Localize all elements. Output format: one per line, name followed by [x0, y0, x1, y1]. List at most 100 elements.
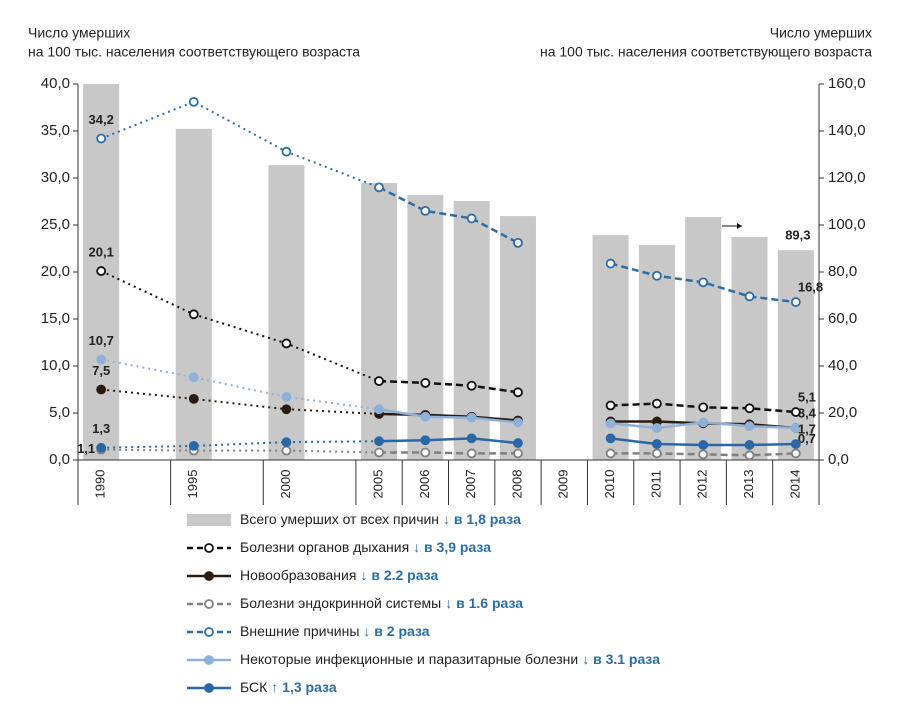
x-tick-label: 2012 — [695, 470, 710, 499]
y-axis-label: Число умерших — [28, 25, 130, 41]
marker — [698, 449, 709, 460]
y2-tick-label: 60,0 — [828, 310, 857, 327]
line — [101, 388, 380, 415]
marker — [466, 380, 477, 391]
marker — [744, 450, 755, 461]
marker — [374, 376, 384, 386]
legend-name: Внешние причины — [240, 623, 359, 639]
legend-label: БСК ↑ 1,3 раза — [240, 679, 337, 695]
marker — [513, 237, 523, 248]
marker — [188, 96, 199, 107]
y2-tick-label: 0,0 — [828, 451, 849, 468]
marker — [188, 440, 199, 451]
marker — [744, 403, 755, 414]
y2-tick-label: 80,0 — [828, 263, 857, 280]
data-label: 1,3 — [92, 421, 110, 436]
legend-change: ↓ в 1.6 раза — [445, 595, 523, 611]
y-tick-label: 15,0 — [41, 310, 70, 327]
data-label: 7,5 — [92, 363, 110, 378]
marker — [96, 354, 107, 365]
marker — [96, 266, 107, 276]
legend-item: Всего умерших от всех причин ↓ в 1,8 раза — [187, 511, 521, 527]
legend-marker — [204, 627, 214, 637]
marker — [96, 384, 107, 395]
x-tick-label: 2013 — [741, 470, 756, 499]
marker — [513, 448, 523, 459]
x-tick-label: 2014 — [787, 470, 802, 499]
line — [100, 358, 380, 411]
legend-name: Всего умерших от всех причин — [240, 511, 439, 527]
legend-name: Некоторые инфекционные и паразитарные бо… — [240, 651, 578, 667]
x-tick-label: 2009 — [556, 470, 571, 499]
bar — [268, 165, 305, 460]
legend-label: Некоторые инфекционные и паразитарные бо… — [240, 651, 660, 667]
marker — [652, 398, 662, 409]
legend-item: Болезни эндокринной системы ↓ в 1.6 раза — [187, 595, 523, 611]
y-tick-label: 35,0 — [41, 122, 70, 139]
x-tick-label: 2011 — [648, 470, 663, 498]
y2-tick-label: 140,0 — [828, 122, 866, 139]
line — [100, 100, 380, 189]
marker — [652, 448, 662, 459]
x-tick-label: 2000 — [278, 470, 293, 499]
legend-marker — [204, 683, 214, 693]
legend-label: Всего умерших от всех причин ↓ в 1,8 раза — [240, 511, 521, 527]
line — [378, 186, 519, 244]
marker — [188, 372, 199, 383]
data-label: 20,1 — [89, 244, 114, 259]
legend-marker — [204, 655, 214, 665]
marker — [420, 378, 431, 388]
marker — [374, 436, 384, 447]
y2-tick-label: 160,0 — [828, 75, 866, 92]
marker — [744, 421, 755, 432]
arrow-head — [737, 223, 742, 229]
y2-tick-label: 20,0 — [828, 404, 857, 421]
line — [101, 440, 380, 449]
marker — [790, 297, 801, 307]
marker — [698, 440, 709, 450]
marker — [605, 258, 616, 269]
marker — [744, 291, 755, 302]
data-label: 1,1 — [77, 441, 95, 456]
legend-name: БСК — [240, 679, 268, 695]
y-tick-label: 20,0 — [41, 263, 70, 280]
marker — [281, 445, 292, 456]
marker — [790, 448, 801, 459]
x-tick-label: 1995 — [185, 470, 200, 499]
legend-change: ↓ в 2.2 раза — [360, 567, 438, 583]
y2-tick-label: 100,0 — [828, 216, 866, 233]
x-tick-label: 2006 — [417, 470, 432, 499]
marker — [281, 146, 292, 157]
marker — [698, 417, 709, 428]
marker — [698, 402, 709, 413]
line — [378, 379, 519, 394]
data-label: 34,2 — [89, 112, 114, 127]
marker — [281, 437, 292, 448]
legend-item: Внешние причины ↓ в 2 раза — [187, 623, 430, 639]
legend-label: Болезни органов дыхания ↓ в 3,9 раза — [240, 539, 491, 555]
data-label: 10,7 — [89, 333, 114, 348]
y2-tick-label: 120,0 — [828, 169, 866, 186]
x-tick-label: 2007 — [463, 470, 478, 499]
marker — [605, 433, 616, 444]
legend-item: Новообразования ↓ в 2.2 раза — [187, 567, 438, 583]
marker — [790, 423, 801, 433]
legend-change: ↓ в 3,9 раза — [413, 539, 491, 555]
line — [379, 412, 519, 422]
legend-label: Новообразования ↓ в 2.2 раза — [240, 567, 438, 583]
data-label: 16,8 — [798, 280, 823, 295]
marker — [420, 435, 431, 446]
marker — [281, 404, 292, 415]
legend-marker — [204, 543, 214, 553]
y2-axis-label: Число умерших — [770, 25, 872, 41]
marker — [466, 412, 477, 423]
legend-name: Болезни органов дыхания — [240, 539, 409, 555]
y2-tick-label: 40,0 — [828, 357, 857, 374]
data-label: 0,7 — [798, 431, 816, 446]
legend-marker — [204, 571, 214, 581]
marker — [281, 338, 292, 349]
legend-name: Болезни эндокринной системы — [240, 595, 441, 611]
y-tick-label: 10,0 — [41, 357, 70, 374]
marker — [420, 447, 431, 458]
marker — [466, 448, 477, 459]
